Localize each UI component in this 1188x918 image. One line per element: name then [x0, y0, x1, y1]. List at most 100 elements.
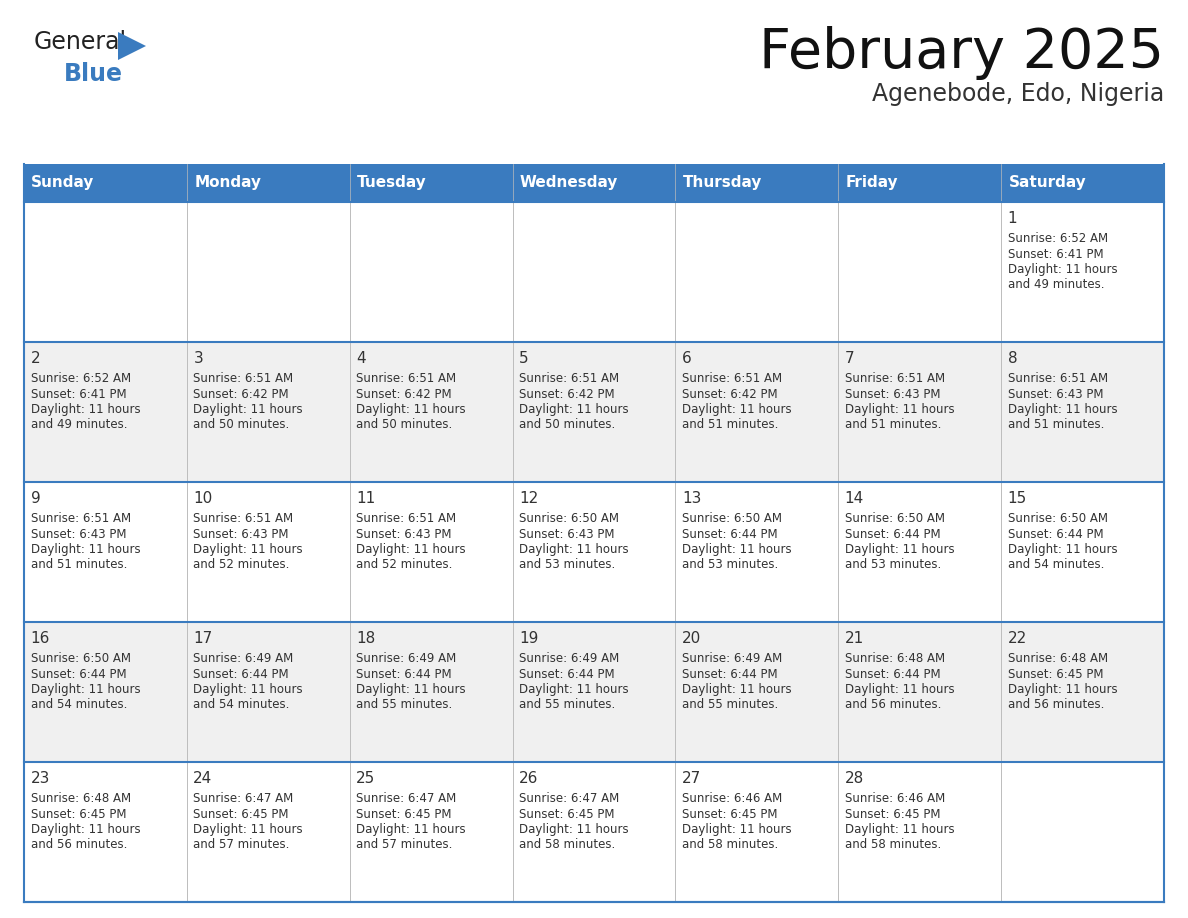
- Bar: [839, 202, 1001, 342]
- Text: Sunrise: 6:51 AM: Sunrise: 6:51 AM: [1007, 372, 1107, 385]
- Text: Daylight: 11 hours: Daylight: 11 hours: [31, 683, 140, 696]
- Bar: [1001, 482, 1164, 622]
- Text: and 51 minutes.: and 51 minutes.: [31, 558, 127, 572]
- Text: Sunday: Sunday: [31, 175, 95, 191]
- Bar: [839, 622, 1001, 762]
- Text: Sunrise: 6:52 AM: Sunrise: 6:52 AM: [31, 372, 131, 385]
- Bar: [1001, 164, 1164, 202]
- Text: 4: 4: [356, 351, 366, 366]
- Bar: [839, 482, 1001, 622]
- Text: and 53 minutes.: and 53 minutes.: [682, 558, 778, 572]
- Bar: [349, 762, 512, 902]
- Text: and 54 minutes.: and 54 minutes.: [31, 699, 127, 711]
- Text: Sunset: 6:42 PM: Sunset: 6:42 PM: [682, 387, 778, 400]
- Text: Sunrise: 6:51 AM: Sunrise: 6:51 AM: [31, 512, 131, 525]
- Text: Daylight: 11 hours: Daylight: 11 hours: [845, 543, 954, 556]
- Text: Daylight: 11 hours: Daylight: 11 hours: [1007, 543, 1117, 556]
- Text: Sunrise: 6:49 AM: Sunrise: 6:49 AM: [356, 652, 456, 665]
- Text: 6: 6: [682, 351, 691, 366]
- Text: 22: 22: [1007, 631, 1026, 646]
- Text: 16: 16: [31, 631, 50, 646]
- Text: Sunrise: 6:46 AM: Sunrise: 6:46 AM: [682, 792, 782, 805]
- Bar: [676, 762, 839, 902]
- Text: Sunrise: 6:50 AM: Sunrise: 6:50 AM: [1007, 512, 1107, 525]
- Bar: [676, 622, 839, 762]
- Text: Thursday: Thursday: [683, 175, 763, 191]
- Text: and 53 minutes.: and 53 minutes.: [845, 558, 941, 572]
- Text: and 57 minutes.: and 57 minutes.: [356, 838, 453, 852]
- Text: Sunrise: 6:51 AM: Sunrise: 6:51 AM: [356, 372, 456, 385]
- Text: Sunrise: 6:47 AM: Sunrise: 6:47 AM: [519, 792, 619, 805]
- Text: Daylight: 11 hours: Daylight: 11 hours: [519, 823, 628, 836]
- Bar: [187, 622, 349, 762]
- Text: Sunrise: 6:50 AM: Sunrise: 6:50 AM: [682, 512, 782, 525]
- Text: 3: 3: [194, 351, 203, 366]
- Text: Saturday: Saturday: [1009, 175, 1086, 191]
- Text: Sunset: 6:43 PM: Sunset: 6:43 PM: [194, 528, 289, 541]
- Polygon shape: [118, 32, 146, 60]
- Text: Daylight: 11 hours: Daylight: 11 hours: [519, 683, 628, 696]
- Text: Daylight: 11 hours: Daylight: 11 hours: [31, 823, 140, 836]
- Text: Sunset: 6:44 PM: Sunset: 6:44 PM: [845, 667, 941, 680]
- Text: and 58 minutes.: and 58 minutes.: [519, 838, 615, 852]
- Bar: [676, 164, 839, 202]
- Text: Sunrise: 6:52 AM: Sunrise: 6:52 AM: [1007, 232, 1107, 245]
- Text: Daylight: 11 hours: Daylight: 11 hours: [31, 403, 140, 416]
- Text: Sunrise: 6:50 AM: Sunrise: 6:50 AM: [31, 652, 131, 665]
- Text: and 54 minutes.: and 54 minutes.: [1007, 558, 1104, 572]
- Bar: [839, 164, 1001, 202]
- Text: and 52 minutes.: and 52 minutes.: [356, 558, 453, 572]
- Text: Sunset: 6:44 PM: Sunset: 6:44 PM: [845, 528, 941, 541]
- Bar: [24, 164, 187, 202]
- Text: 26: 26: [519, 771, 538, 786]
- Text: and 56 minutes.: and 56 minutes.: [31, 838, 127, 852]
- Text: 7: 7: [845, 351, 854, 366]
- Text: and 55 minutes.: and 55 minutes.: [682, 699, 778, 711]
- Text: General: General: [34, 30, 127, 54]
- Bar: [24, 342, 187, 482]
- Text: and 49 minutes.: and 49 minutes.: [31, 419, 127, 431]
- Bar: [349, 622, 512, 762]
- Text: Sunset: 6:44 PM: Sunset: 6:44 PM: [682, 667, 778, 680]
- Text: Sunrise: 6:48 AM: Sunrise: 6:48 AM: [31, 792, 131, 805]
- Bar: [1001, 762, 1164, 902]
- Text: Daylight: 11 hours: Daylight: 11 hours: [356, 823, 466, 836]
- Text: Daylight: 11 hours: Daylight: 11 hours: [1007, 263, 1117, 276]
- Text: Sunrise: 6:50 AM: Sunrise: 6:50 AM: [845, 512, 944, 525]
- Text: 10: 10: [194, 491, 213, 506]
- Text: Sunrise: 6:49 AM: Sunrise: 6:49 AM: [682, 652, 782, 665]
- Text: Daylight: 11 hours: Daylight: 11 hours: [682, 823, 791, 836]
- Text: Daylight: 11 hours: Daylight: 11 hours: [1007, 403, 1117, 416]
- Text: 13: 13: [682, 491, 701, 506]
- Text: Sunrise: 6:50 AM: Sunrise: 6:50 AM: [519, 512, 619, 525]
- Text: February 2025: February 2025: [759, 26, 1164, 80]
- Text: Monday: Monday: [194, 175, 261, 191]
- Text: Sunrise: 6:46 AM: Sunrise: 6:46 AM: [845, 792, 944, 805]
- Bar: [512, 622, 676, 762]
- Text: Sunset: 6:41 PM: Sunset: 6:41 PM: [31, 387, 126, 400]
- Bar: [676, 342, 839, 482]
- Bar: [839, 342, 1001, 482]
- Text: Sunrise: 6:47 AM: Sunrise: 6:47 AM: [356, 792, 456, 805]
- Text: Sunrise: 6:51 AM: Sunrise: 6:51 AM: [194, 512, 293, 525]
- Text: 20: 20: [682, 631, 701, 646]
- Text: Sunset: 6:44 PM: Sunset: 6:44 PM: [356, 667, 451, 680]
- Bar: [187, 482, 349, 622]
- Bar: [512, 164, 676, 202]
- Text: Sunrise: 6:47 AM: Sunrise: 6:47 AM: [194, 792, 293, 805]
- Bar: [349, 342, 512, 482]
- Text: 18: 18: [356, 631, 375, 646]
- Text: Sunrise: 6:51 AM: Sunrise: 6:51 AM: [519, 372, 619, 385]
- Text: 23: 23: [31, 771, 50, 786]
- Text: Daylight: 11 hours: Daylight: 11 hours: [682, 543, 791, 556]
- Text: 8: 8: [1007, 351, 1017, 366]
- Text: Daylight: 11 hours: Daylight: 11 hours: [194, 543, 303, 556]
- Text: and 51 minutes.: and 51 minutes.: [682, 419, 778, 431]
- Text: Daylight: 11 hours: Daylight: 11 hours: [356, 543, 466, 556]
- Text: Blue: Blue: [64, 62, 124, 86]
- Text: and 49 minutes.: and 49 minutes.: [1007, 278, 1104, 292]
- Text: Daylight: 11 hours: Daylight: 11 hours: [845, 823, 954, 836]
- Text: and 54 minutes.: and 54 minutes.: [194, 699, 290, 711]
- Bar: [676, 202, 839, 342]
- Bar: [187, 164, 349, 202]
